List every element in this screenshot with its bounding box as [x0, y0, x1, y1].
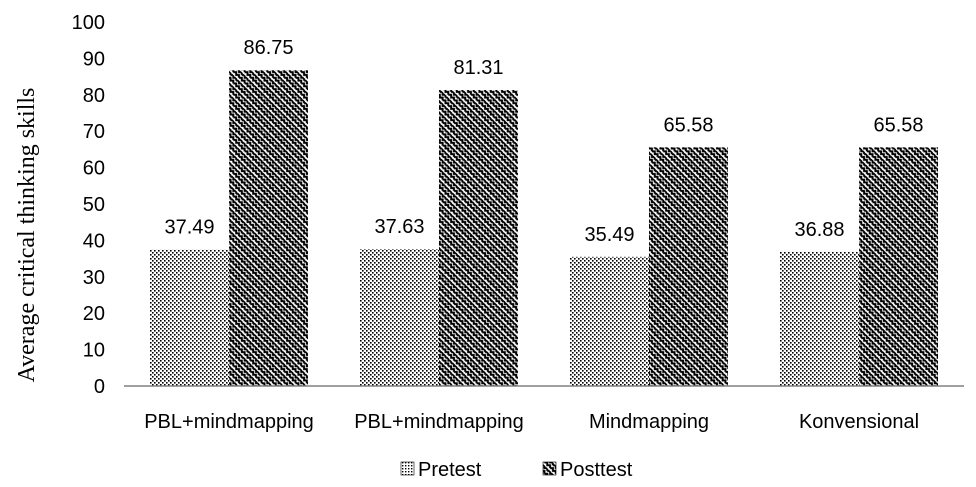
category-label: Konvensional — [799, 411, 919, 433]
data-label-pretest: 35.49 — [584, 224, 634, 246]
data-label-posttest: 65.58 — [873, 114, 923, 136]
y-tick-label: 80 — [83, 85, 105, 107]
bar-pretest — [360, 249, 439, 386]
y-tick-label: 20 — [83, 303, 105, 325]
bar-posttest — [859, 147, 938, 386]
category-label: PBL+mindmapping — [354, 411, 524, 433]
data-label-pretest: 37.49 — [164, 217, 214, 239]
legend-swatch-pretest — [400, 461, 415, 476]
y-axis-label: Average critical thinking skills — [14, 88, 40, 383]
bar-posttest — [439, 90, 518, 386]
y-tick-label: 30 — [83, 267, 105, 289]
bar-posttest — [649, 147, 728, 386]
data-labels: 37.49 86.75 37.63 81.31 35.49 65.58 36.88 65.58 — [164, 37, 923, 246]
y-tick-label: 50 — [83, 194, 105, 216]
data-label-posttest: 81.31 — [453, 57, 503, 79]
category-label: PBL+mindmapping — [144, 411, 314, 433]
legend-swatch-posttest — [542, 461, 557, 476]
category-label: Mindmapping — [589, 411, 709, 433]
legend: Pretest Posttest — [400, 459, 633, 481]
bar-pretest — [150, 249, 229, 386]
y-tick-label: 70 — [83, 121, 105, 143]
y-tick-label: 100 — [72, 12, 105, 34]
y-tick-label: 90 — [83, 48, 105, 70]
data-label-pretest: 37.63 — [374, 216, 424, 238]
legend-label-pretest: Pretest — [418, 459, 482, 481]
y-tick-label: 0 — [94, 376, 105, 398]
bar-posttest — [229, 70, 308, 386]
y-axis-ticks: 0 10 20 30 40 50 60 70 80 90 100 — [72, 12, 105, 398]
y-tick-label: 60 — [83, 158, 105, 180]
data-label-posttest: 65.58 — [663, 114, 713, 136]
bar-pretest — [570, 256, 649, 386]
bars — [150, 70, 938, 386]
legend-label-posttest: Posttest — [560, 459, 633, 481]
data-label-pretest: 36.88 — [794, 219, 844, 241]
y-tick-label: 40 — [83, 230, 105, 252]
y-tick-label: 10 — [83, 340, 105, 362]
category-labels: PBL+mindmapping PBL+mindmapping Mindmappin… — [144, 411, 919, 433]
data-label-posttest: 86.75 — [243, 37, 293, 59]
bar-pretest — [780, 251, 859, 386]
